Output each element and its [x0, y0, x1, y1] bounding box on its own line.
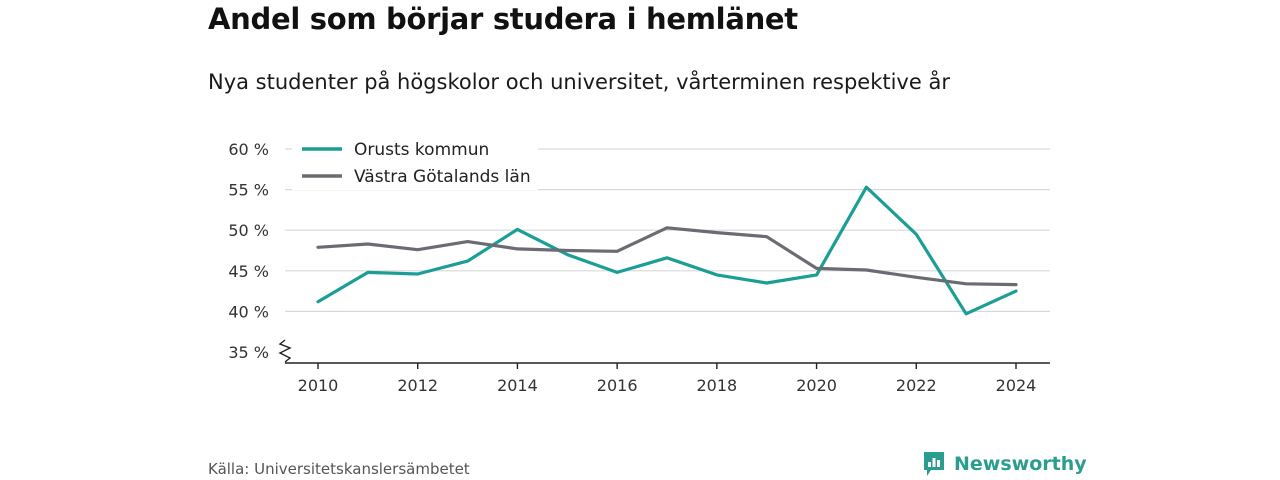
- brand-name: Newsworthy: [954, 453, 1087, 475]
- y-tick-label: 40 %: [228, 302, 269, 321]
- x-tick-label: 2010: [298, 376, 339, 395]
- x-tick-label: 2012: [397, 376, 438, 395]
- newsworthy-logo-icon: [924, 452, 944, 476]
- legend: Orusts kommun Västra Götalands län: [292, 136, 538, 190]
- x-tick-label: 2022: [896, 376, 937, 395]
- series-line-vastra-gotalands-lan: [316, 226, 1018, 287]
- chart-title: Andel som börjar studera i hemlänet: [208, 2, 798, 36]
- chart-subtitle: Nya studenter på högskolor och universit…: [208, 70, 950, 94]
- source-note: Källa: Universitetskanslersämbetet: [208, 460, 470, 478]
- x-tick-label: 2024: [996, 376, 1037, 395]
- legend-label: Västra Götalands län: [354, 167, 531, 187]
- x-tick-label: 2018: [696, 376, 737, 395]
- newsworthy-logo[interactable]: Newsworthy: [922, 450, 1087, 478]
- y-tick-label: 35 %: [228, 343, 269, 362]
- legend-label: Orusts kommun: [354, 140, 489, 160]
- series-line-orusts-kommun: [316, 185, 1018, 316]
- axes: 35 % 40 % 45 % 50 % 55 % 60 % 2010 2012 2014 2016…: [228, 140, 1050, 395]
- x-tick-label: 2014: [497, 376, 538, 395]
- y-tick-label: 60 %: [228, 140, 269, 159]
- x-tick-label: 2016: [597, 376, 638, 395]
- y-tick-label: 55 %: [228, 181, 269, 200]
- x-tick-label: 2020: [796, 376, 837, 395]
- series-lines: [316, 185, 1018, 316]
- axis-break-icon: [278, 339, 292, 363]
- y-tick-label: 50 %: [228, 221, 269, 240]
- legend-background: [292, 136, 538, 190]
- y-tick-label: 45 %: [228, 262, 269, 281]
